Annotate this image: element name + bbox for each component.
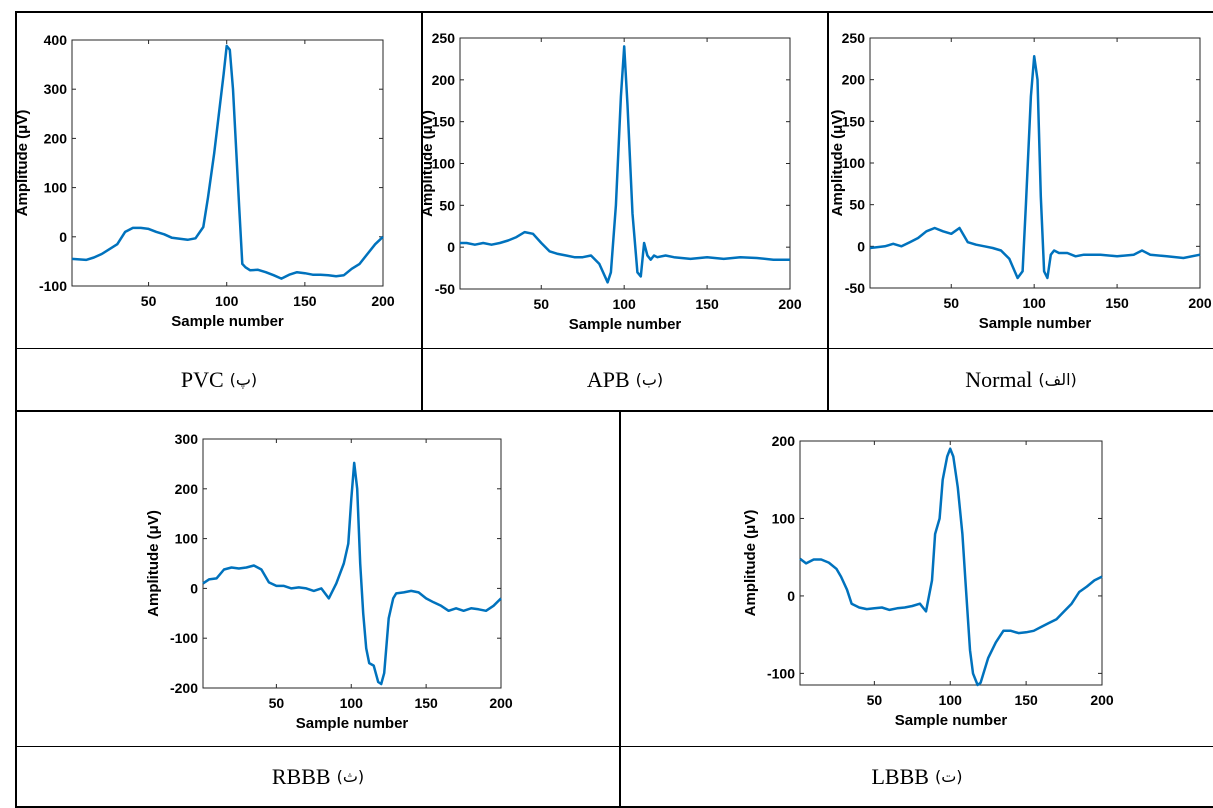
rbbb-series-line [202, 461, 502, 686]
row-divider [15, 410, 1213, 412]
rbbb-ytick-label: 300 [175, 431, 199, 447]
caption-apb: APB (ب) [423, 349, 827, 410]
lbbb-ytick-label: 200 [772, 433, 796, 449]
pvc-ylabel: Amplitude (μV) [17, 110, 31, 217]
top-border [15, 11, 1213, 13]
rbbb-xtick-label: 100 [340, 695, 364, 711]
pvc-xlabel: Sample number [171, 313, 284, 330]
pvc-ytick-label: -100 [39, 278, 67, 294]
rbbb-xtick-label: 150 [414, 695, 438, 711]
lbbb-ytick-label: 100 [772, 510, 796, 526]
caption-apb-label: APB [586, 366, 630, 392]
pvc-xtick-label: 50 [141, 293, 157, 309]
caption-rbbb-sub: (ث) [336, 767, 365, 786]
lbbb-xlabel: Sample number [895, 712, 1008, 729]
apb-xlabel: Sample number [569, 316, 682, 333]
col-divider-3 [619, 411, 621, 808]
lbbb-xtick-label: 50 [867, 692, 883, 708]
rbbb-ytick-label: -200 [170, 680, 198, 696]
chart-pvc: 50 100 150 200 -100 0 100 200 300 400 Sample numbe… [17, 32, 395, 330]
normal-axes-box [869, 37, 1201, 289]
caption-normal: Normal (الف) [829, 349, 1213, 410]
normal-xtick-label: 100 [1022, 295, 1046, 311]
apb-ytick-label: 200 [432, 72, 456, 88]
caption-pvc: PVC (پ) [17, 349, 421, 410]
rbbb-xtick-label: 50 [269, 695, 285, 711]
row2-caption-divider [15, 746, 1213, 747]
col-divider-1 [421, 11, 423, 411]
rbbb-ytick-label: -100 [170, 630, 198, 646]
lbbb-xtick-label: 200 [1090, 692, 1114, 708]
caption-normal-sub: (الف) [1038, 370, 1077, 389]
chart-normal: 50 100 150 200 -50 0 50 100 150 200 250 Sample numb… [829, 30, 1212, 332]
col-divider-2 [827, 11, 829, 411]
pvc-xtick-label: 100 [215, 293, 239, 309]
normal-xtick-label: 50 [943, 295, 959, 311]
left-border [15, 11, 17, 808]
pvc-ytick-label: 400 [44, 32, 68, 48]
caption-lbbb: LBBB (ت) [621, 747, 1213, 806]
apb-xtick-label: 150 [695, 296, 719, 312]
row1-caption-divider [15, 348, 1213, 349]
normal-ytick-label: 0 [857, 238, 865, 254]
rbbb-ytick-label: 0 [190, 580, 198, 596]
caption-lbbb-label: LBBB [871, 763, 929, 789]
apb-xtick-label: 100 [612, 296, 636, 312]
caption-rbbb-label: RBBB [271, 763, 331, 789]
normal-xtick-label: 200 [1188, 295, 1212, 311]
pvc-ytick-label: 300 [44, 81, 68, 97]
chart-rbbb: 50 100 150 200 -200 -100 0 100 200 300 Sample numb… [145, 431, 513, 732]
normal-series-line [869, 55, 1201, 280]
lbbb-ytick-label: 0 [787, 588, 795, 604]
lbbb-xtick-label: 150 [1014, 692, 1038, 708]
pvc-ytick-label: 0 [59, 229, 67, 245]
normal-ytick-label: 250 [842, 30, 866, 46]
normal-ytick-label: 200 [842, 72, 866, 88]
normal-ylabel: Amplitude (μV) [829, 110, 846, 217]
rbbb-ytick-label: 200 [175, 481, 199, 497]
apb-xtick-label: 50 [533, 296, 549, 312]
apb-ytick-label: 250 [432, 30, 456, 46]
normal-ytick-label: 150 [842, 113, 866, 129]
apb-ylabel: Amplitude (μV) [423, 110, 436, 217]
caption-lbbb-sub: (ت) [934, 767, 963, 786]
pvc-xtick-label: 200 [371, 293, 395, 309]
rbbb-xtick-label: 200 [489, 695, 513, 711]
normal-ytick-label: 100 [842, 155, 866, 171]
lbbb-ylabel: Amplitude (μV) [742, 510, 759, 617]
rbbb-axes-box [202, 438, 502, 689]
pvc-axes-box [71, 39, 384, 287]
pvc-series-line [71, 44, 384, 280]
rbbb-ytick-label: 100 [175, 531, 199, 547]
apb-ytick-label: 100 [432, 156, 456, 172]
lbbb-ytick-label: -100 [767, 665, 795, 681]
pvc-ytick-label: 100 [44, 180, 68, 196]
apb-ytick-label: 0 [447, 239, 455, 255]
apb-xtick-label: 200 [778, 296, 802, 312]
apb-ytick-label: 150 [432, 114, 456, 130]
normal-xtick-label: 150 [1105, 295, 1129, 311]
caption-rbbb: RBBB (ث) [17, 747, 619, 806]
pvc-xtick-label: 150 [293, 293, 317, 309]
apb-ytick-label: 50 [439, 197, 455, 213]
normal-ytick-label: 50 [849, 197, 865, 213]
normal-ytick-label: -50 [845, 280, 865, 296]
pvc-ytick-label: 200 [44, 130, 68, 146]
lbbb-xtick-label: 100 [939, 692, 963, 708]
caption-pvc-sub: (پ) [229, 370, 258, 389]
apb-series-line [460, 45, 790, 284]
bottom-border [15, 806, 1213, 808]
caption-apb-sub: (ب) [635, 370, 664, 389]
caption-pvc-label: PVC [180, 366, 224, 392]
apb-ytick-label: -50 [435, 281, 455, 297]
lbbb-series-line [799, 447, 1103, 687]
caption-normal-label: Normal [965, 366, 1033, 392]
rbbb-ylabel: Amplitude (μV) [145, 510, 162, 617]
chart-lbbb: 50 100 150 200 -100 0 100 200 Sample number Ampli… [742, 433, 1114, 729]
normal-xlabel: Sample number [979, 315, 1092, 332]
lbbb-axes-box [799, 440, 1103, 686]
chart-apb: 50 100 150 200 -50 0 50 100 150 200 250 Sample numb… [423, 30, 802, 333]
rbbb-xlabel: Sample number [296, 715, 409, 732]
